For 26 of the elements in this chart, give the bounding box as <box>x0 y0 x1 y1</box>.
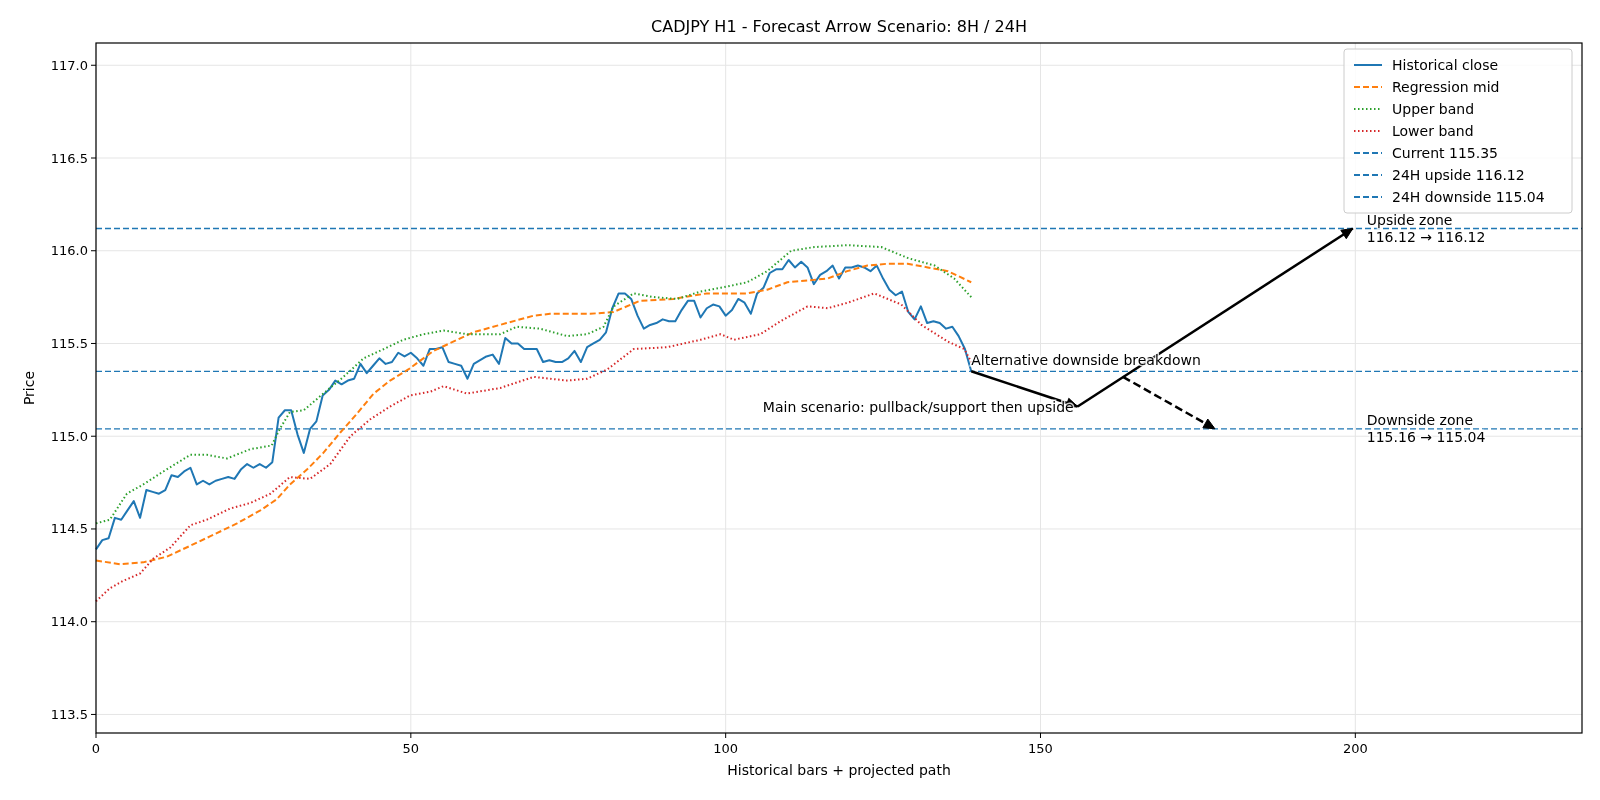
annotation: Downside zone 115.16 → 115.04 <box>1366 412 1486 446</box>
x-tick-label: 200 <box>1342 741 1368 756</box>
y-axis-title: Price <box>21 370 37 406</box>
legend-label: Historical close <box>1392 57 1499 73</box>
legend-label: Lower band <box>1392 123 1474 139</box>
x-axis-title: Historical bars + projected path <box>727 762 951 778</box>
legend-label: Regression mid <box>1392 79 1500 95</box>
annotation: Main scenario: pullback/support then upside <box>762 398 1074 415</box>
annotation: Upside zone 116.12 → 116.12 <box>1366 211 1486 245</box>
y-tick-label: 117.0 <box>50 57 88 73</box>
legend-label: 24H upside 116.12 <box>1392 167 1525 183</box>
y-tick-label: 115.5 <box>50 335 88 351</box>
x-tick-label: 50 <box>402 741 420 756</box>
y-tick-label: 114.0 <box>50 614 88 630</box>
x-tick-label: 0 <box>91 741 101 756</box>
chart-title: CADJPY H1 - Forecast Arrow Scenario: 8H / 24H <box>651 17 1027 36</box>
y-tick-label: 116.5 <box>50 150 88 166</box>
legend-label: Upper band <box>1392 101 1475 117</box>
y-tick-label: 116.0 <box>50 243 88 259</box>
y-tick-label: 113.5 <box>50 706 88 722</box>
legend-label: 24H downside 115.04 <box>1392 189 1545 205</box>
y-tick-label: 114.5 <box>50 521 88 537</box>
legend-label: Current 115.35 <box>1392 145 1499 161</box>
x-tick-label: 150 <box>1028 741 1053 756</box>
y-tick-label: 115.0 <box>50 428 88 444</box>
x-tick-label: 100 <box>713 741 739 756</box>
